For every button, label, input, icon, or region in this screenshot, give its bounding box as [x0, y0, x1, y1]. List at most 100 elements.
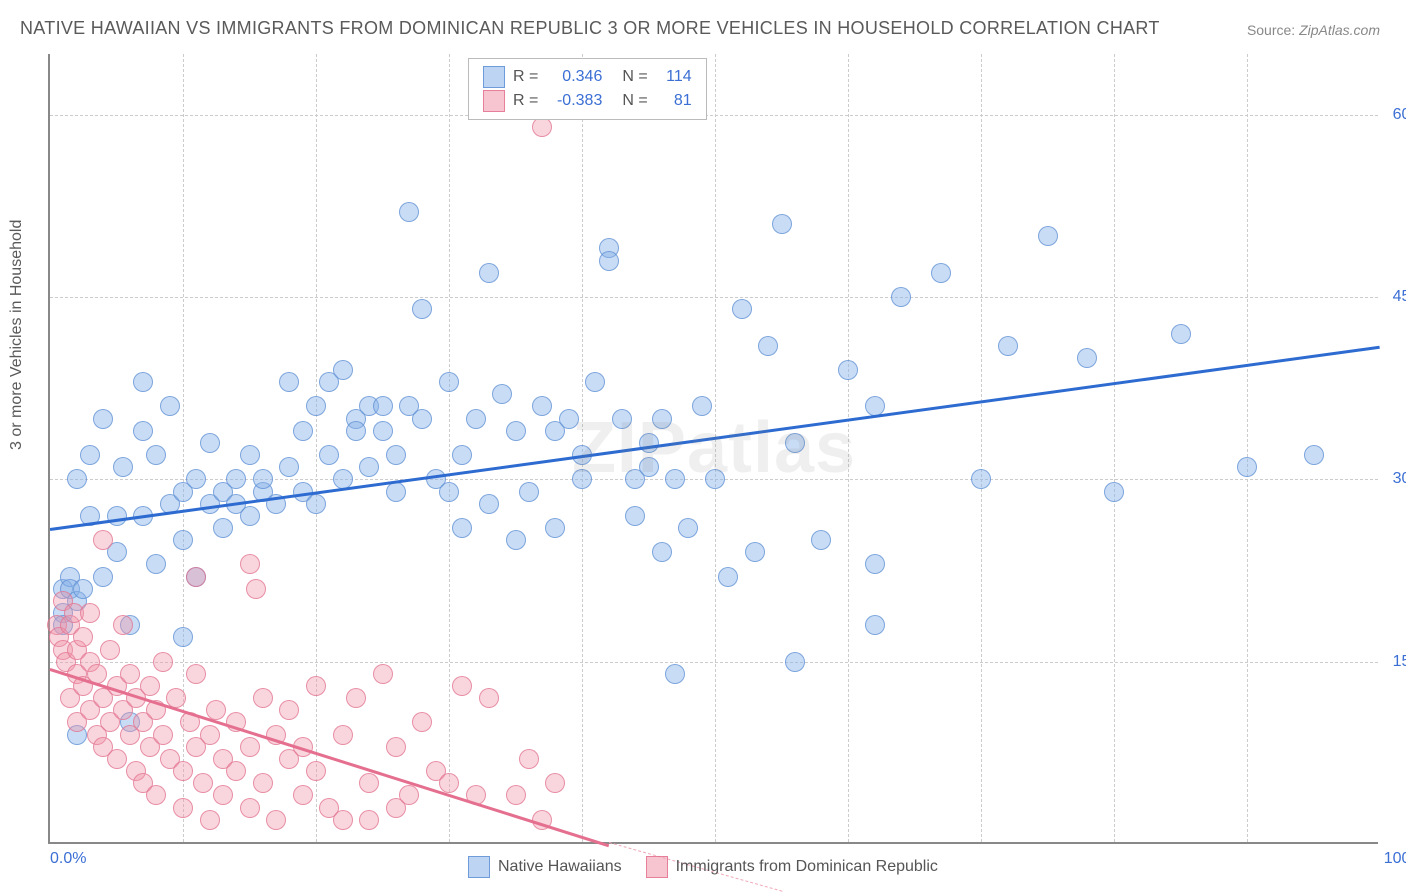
scatter-point	[193, 773, 213, 793]
scatter-point	[253, 688, 273, 708]
source-attribution: Source: ZipAtlas.com	[1247, 22, 1380, 38]
scatter-point	[67, 469, 87, 489]
scatter-point	[153, 652, 173, 672]
scatter-point	[240, 506, 260, 526]
scatter-point	[1104, 482, 1124, 502]
scatter-point	[931, 263, 951, 283]
scatter-point	[678, 518, 698, 538]
scatter-point	[519, 482, 539, 502]
scatter-point	[506, 530, 526, 550]
scatter-point	[585, 372, 605, 392]
r-value: -0.383	[546, 92, 602, 110]
y-tick-label: 15.0%	[1386, 653, 1406, 671]
scatter-point	[399, 785, 419, 805]
legend-swatch-pink	[483, 90, 505, 112]
scatter-point	[113, 457, 133, 477]
legend-item-pink: Immigrants from Dominican Republic	[646, 856, 938, 878]
scatter-point	[519, 749, 539, 769]
n-label: N =	[622, 92, 647, 110]
gridline-horizontal	[50, 297, 1378, 298]
scatter-point	[452, 676, 472, 696]
gridline-horizontal	[50, 662, 1378, 663]
scatter-point	[466, 409, 486, 429]
correlation-legend: R = 0.346 N = 114 R = -0.383 N = 81	[468, 58, 707, 120]
scatter-point	[692, 396, 712, 416]
scatter-point	[266, 810, 286, 830]
scatter-point	[1171, 324, 1191, 344]
scatter-point	[399, 202, 419, 222]
scatter-point	[153, 725, 173, 745]
scatter-point	[1304, 445, 1324, 465]
scatter-point	[506, 421, 526, 441]
gridline-vertical	[981, 54, 982, 842]
gridline-vertical	[848, 54, 849, 842]
gridline-vertical	[1114, 54, 1115, 842]
scatter-point	[113, 615, 133, 635]
y-tick-label: 30.0%	[1386, 470, 1406, 488]
scatter-point	[200, 433, 220, 453]
legend-swatch-blue	[468, 856, 490, 878]
scatter-point	[306, 396, 326, 416]
scatter-point	[718, 567, 738, 587]
scatter-point	[186, 567, 206, 587]
scatter-point	[173, 530, 193, 550]
scatter-point	[998, 336, 1018, 356]
scatter-point	[1237, 457, 1257, 477]
scatter-point	[333, 360, 353, 380]
scatter-point	[80, 603, 100, 623]
scatter-point	[146, 554, 166, 574]
scatter-point	[452, 445, 472, 465]
scatter-point	[226, 469, 246, 489]
source-value: ZipAtlas.com	[1299, 22, 1380, 38]
scatter-point	[80, 445, 100, 465]
scatter-point	[745, 542, 765, 562]
scatter-point	[73, 579, 93, 599]
scatter-point	[412, 299, 432, 319]
n-value: 114	[656, 68, 692, 86]
scatter-point	[838, 360, 858, 380]
chart-area: ZIPatlas 15.0%30.0%45.0%60.0%0.0%100.0% …	[48, 54, 1378, 844]
scatter-point	[412, 712, 432, 732]
scatter-point	[200, 810, 220, 830]
scatter-point	[200, 725, 220, 745]
scatter-point	[811, 530, 831, 550]
scatter-point	[333, 725, 353, 745]
scatter-point	[240, 737, 260, 757]
scatter-point	[971, 469, 991, 489]
scatter-point	[439, 372, 459, 392]
scatter-point	[173, 627, 193, 647]
scatter-point	[240, 798, 260, 818]
scatter-point	[133, 372, 153, 392]
scatter-point	[100, 640, 120, 660]
scatter-point	[359, 773, 379, 793]
r-value: 0.346	[546, 68, 602, 86]
scatter-point	[240, 554, 260, 574]
scatter-point	[306, 494, 326, 514]
scatter-point	[865, 554, 885, 574]
y-tick-label: 60.0%	[1386, 106, 1406, 124]
scatter-point	[107, 749, 127, 769]
legend-label: Immigrants from Dominican Republic	[676, 858, 938, 876]
r-label: R =	[513, 68, 538, 86]
scatter-point	[359, 810, 379, 830]
scatter-point	[705, 469, 725, 489]
gridline-vertical	[1247, 54, 1248, 842]
scatter-point	[186, 469, 206, 489]
scatter-point	[253, 469, 273, 489]
scatter-point	[652, 542, 672, 562]
source-label: Source:	[1247, 22, 1295, 38]
n-value: 81	[656, 92, 692, 110]
scatter-point	[246, 579, 266, 599]
scatter-point	[133, 421, 153, 441]
scatter-point	[532, 396, 552, 416]
r-label: R =	[513, 92, 538, 110]
legend-item-blue: Native Hawaiians	[468, 856, 622, 878]
scatter-point	[346, 688, 366, 708]
scatter-point	[373, 421, 393, 441]
legend-label: Native Hawaiians	[498, 858, 622, 876]
gridline-vertical	[449, 54, 450, 842]
gridline-horizontal	[50, 115, 1378, 116]
legend-row-blue: R = 0.346 N = 114	[483, 65, 692, 89]
scatter-point	[173, 761, 193, 781]
scatter-point	[545, 518, 565, 538]
